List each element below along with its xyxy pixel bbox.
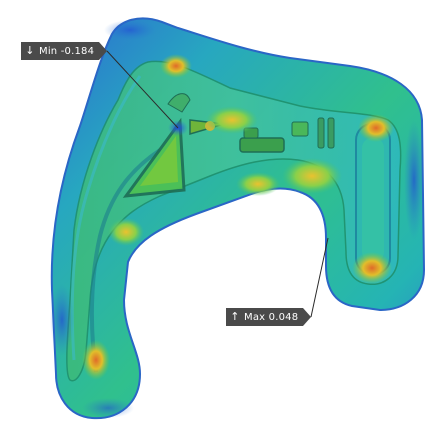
min-deviation-callout[interactable]: ↓ Min -0.184 [21,42,107,60]
min-leader-line [106,50,179,129]
max-leader-line [310,237,329,318]
up-arrow-icon: ↑ [230,310,240,323]
down-arrow-icon: ↓ [25,44,35,57]
min-deviation-label: Min -0.184 [39,46,95,57]
max-deviation-label: Max 0.048 [244,312,299,323]
max-hotspot [352,252,392,284]
max-deviation-callout[interactable]: ↑ Max 0.048 [226,308,311,326]
